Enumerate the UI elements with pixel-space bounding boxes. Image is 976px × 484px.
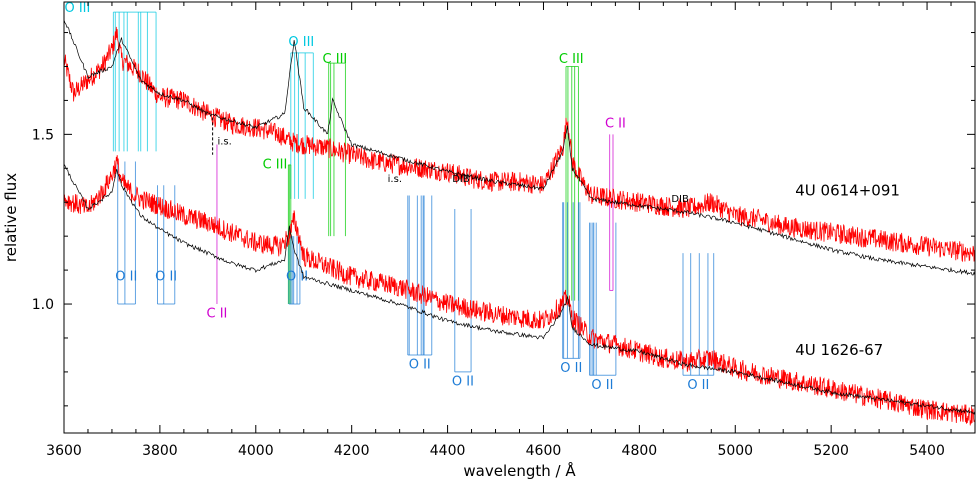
annotation-layer: i.s. i.s. DIB DIB 4U 0614+091 4U 1626-67 <box>212 117 900 359</box>
x-tick-label: 5200 <box>813 443 849 459</box>
spectrum-label-4u-1626-67: 4U 1626-67 <box>795 341 883 359</box>
marker-label-c-ii: C II <box>605 117 626 132</box>
marker-group-c-ii: C II <box>605 117 626 291</box>
marker-label-c-iii: C III <box>323 52 348 67</box>
x-tick-label: 4600 <box>526 443 562 459</box>
x-tick-label: 4400 <box>430 443 466 459</box>
marker-label-o-ii: O II <box>687 378 709 393</box>
x-tick-label: 4200 <box>334 443 370 459</box>
marker-label-o-ii: O II <box>286 269 308 284</box>
x-tick-label: 5000 <box>717 443 753 459</box>
series-model-4u-1626-67-model <box>63 163 976 415</box>
marker-label-o-ii: O II <box>409 358 431 373</box>
annotation-i-s: i.s. <box>388 174 402 185</box>
y-axis-title: relative flux <box>2 173 20 262</box>
axis-layer: 3600 3800 4000 4200 4400 4600 4800 5000 5200 5400… <box>32 1 976 459</box>
x-tick-label: 4800 <box>622 443 658 459</box>
marker-label-c-iii: C III <box>263 157 288 172</box>
annotation-i-s: i.s. <box>217 137 231 148</box>
x-axis-title: wavelength / Å <box>463 461 576 480</box>
marker-label-o-iii: O III <box>64 1 90 16</box>
annotation-dib: DIB <box>671 194 689 205</box>
marker-label-o-ii: O II <box>560 361 582 376</box>
spectrum-label-4u-0614-091: 4U 0614+091 <box>795 181 900 199</box>
marker-group-o-ii: O II <box>589 222 617 393</box>
marker-label-o-ii: O II <box>115 269 137 284</box>
marker-group-c-ii: C II <box>207 144 228 322</box>
marker-label-c-iii: C III <box>559 52 584 67</box>
y-tick-label: 1.5 <box>32 127 54 143</box>
marker-group-o-ii: O II <box>452 209 474 389</box>
marker-label-o-ii: O II <box>452 374 474 389</box>
x-tick-label: 4000 <box>238 443 274 459</box>
series-model-4u-0614-091-model <box>63 19 976 276</box>
x-tick-label: 3600 <box>46 443 82 459</box>
marker-label-c-ii: C II <box>207 307 228 322</box>
series-observed-4u-0614-091 <box>63 26 976 263</box>
x-tick-label: 5400 <box>909 443 945 459</box>
series-observed-4u-1626-67 <box>63 155 976 426</box>
x-tick-label: 3800 <box>142 443 178 459</box>
series-layer <box>63 19 976 426</box>
marker-group-o-ii: O II <box>560 202 582 376</box>
marker-group-o-ii: O II <box>407 195 433 373</box>
marker-label-o-ii: O II <box>591 378 613 393</box>
marker-label-o-ii: O II <box>155 269 177 284</box>
marker-label-o-iii: O III <box>288 35 314 50</box>
annotation-dib: DIB <box>452 174 470 185</box>
y-tick-label: 1.0 <box>32 297 54 313</box>
